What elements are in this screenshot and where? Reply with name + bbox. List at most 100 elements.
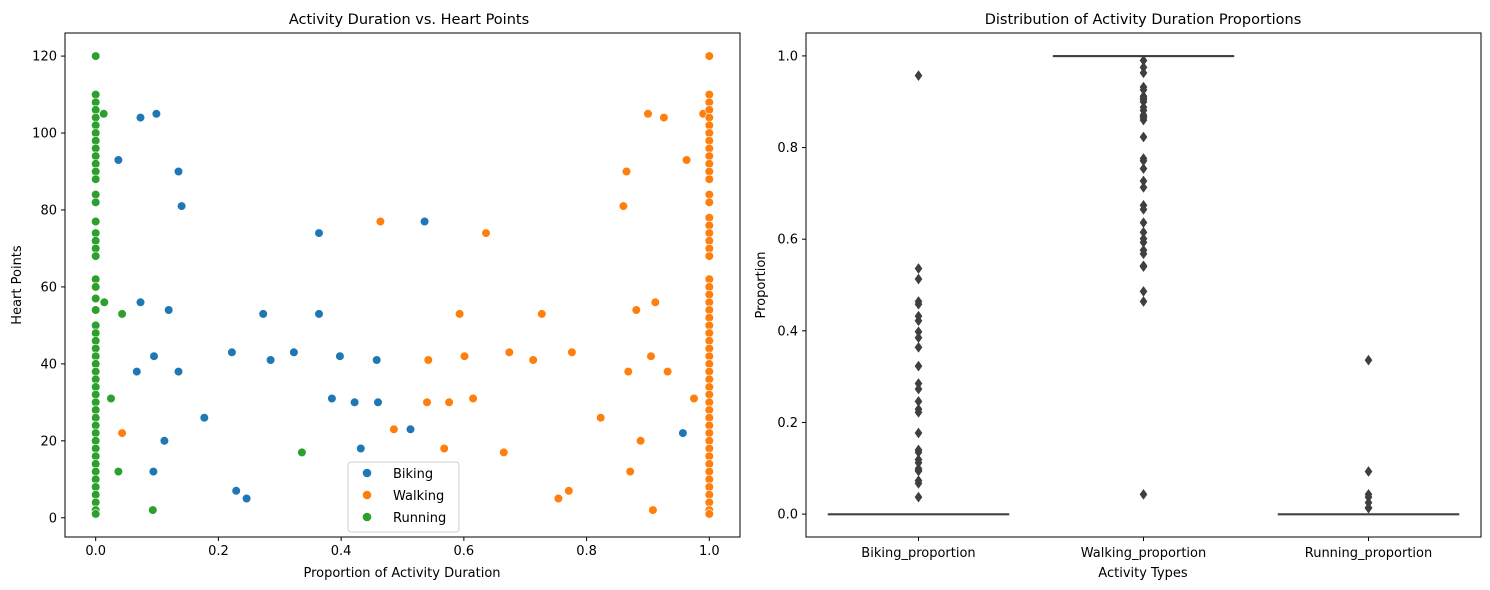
point-walking-7 bbox=[481, 228, 491, 238]
point-running-11 bbox=[91, 112, 101, 123]
point-running-40 bbox=[91, 390, 101, 400]
point-walking-78 bbox=[704, 451, 714, 461]
boxplot-panel: Distribution of Activity Duration Propor… bbox=[754, 12, 1482, 581]
point-running-35 bbox=[91, 351, 101, 361]
outlier-Biking_proportion-10 bbox=[914, 360, 923, 372]
point-running-8 bbox=[91, 89, 101, 100]
point-running-37 bbox=[91, 367, 101, 377]
outlier-Biking_proportion-9 bbox=[914, 341, 923, 353]
scatter-plot-frame bbox=[64, 32, 741, 538]
x-tick-label: 0.2 bbox=[208, 544, 229, 559]
point-running-23 bbox=[91, 228, 101, 238]
outlier-Biking_proportion-1 bbox=[914, 263, 923, 274]
point-running-18 bbox=[91, 166, 101, 177]
point-running-52 bbox=[91, 482, 101, 492]
point-running-44 bbox=[91, 420, 101, 431]
point-walking-45 bbox=[704, 166, 714, 177]
point-running-10 bbox=[91, 105, 101, 115]
outlier-Running_proportion-6 bbox=[1364, 502, 1373, 514]
point-running-31 bbox=[91, 320, 101, 331]
point-running-45 bbox=[91, 428, 101, 438]
point-biking-19 bbox=[327, 393, 337, 404]
point-walking-41 bbox=[704, 136, 714, 146]
boxplot-marks bbox=[827, 55, 1460, 516]
y-tick-label: 0.0 bbox=[777, 508, 798, 523]
point-running-34 bbox=[91, 343, 101, 354]
point-walking-47 bbox=[704, 190, 714, 200]
legend-marker-running bbox=[362, 512, 372, 522]
y-tick-label: 120 bbox=[32, 50, 57, 65]
outlier-Biking_proportion-25 bbox=[914, 477, 923, 489]
point-walking-76 bbox=[704, 436, 714, 446]
point-walking-55 bbox=[704, 274, 714, 284]
x-tick-label: 0.4 bbox=[331, 544, 352, 559]
point-walking-17 bbox=[528, 355, 538, 365]
point-walking-75 bbox=[704, 428, 714, 438]
outlier-Walking_proportion-22 bbox=[1139, 203, 1148, 215]
outlier-Walking_proportion-32 bbox=[1139, 296, 1148, 307]
point-biking-0 bbox=[113, 155, 123, 165]
point-walking-70 bbox=[704, 390, 714, 400]
point-walking-56 bbox=[704, 282, 714, 292]
point-running-19 bbox=[91, 174, 101, 184]
point-biking-22 bbox=[199, 413, 209, 423]
point-walking-77 bbox=[704, 443, 714, 454]
point-walking-18 bbox=[623, 367, 633, 377]
point-biking-5 bbox=[314, 228, 324, 238]
point-running-53 bbox=[91, 490, 101, 500]
point-running-20 bbox=[91, 190, 101, 200]
outlier-Walking_proportion-2 bbox=[1139, 67, 1148, 79]
point-walking-32 bbox=[553, 493, 564, 504]
point-walking-13 bbox=[567, 347, 577, 357]
point-walking-43 bbox=[704, 151, 714, 161]
scatter-panel: Activity Duration vs. Heart Points 0.0 0.… bbox=[10, 12, 741, 581]
point-walking-46 bbox=[704, 174, 714, 184]
legend-marker-walking bbox=[362, 490, 372, 500]
boxplot-title: Distribution of Activity Duration Propor… bbox=[985, 12, 1302, 28]
point-running-30 bbox=[91, 305, 101, 315]
legend-entry-running: Running bbox=[362, 511, 446, 526]
x-tick-label: 0.0 bbox=[85, 544, 106, 559]
point-walking-29 bbox=[499, 447, 509, 458]
point-walking-14 bbox=[459, 351, 470, 361]
point-walking-19 bbox=[662, 367, 673, 377]
point-running-32 bbox=[91, 328, 101, 338]
point-running-49 bbox=[91, 459, 101, 469]
scatter-title: Activity Duration vs. Heart Points bbox=[289, 12, 529, 28]
point-running-26 bbox=[91, 251, 101, 261]
outlier-Walking_proportion-18 bbox=[1139, 163, 1148, 175]
point-biking-9 bbox=[258, 309, 268, 319]
point-running-43 bbox=[91, 413, 101, 423]
point-walking-60 bbox=[704, 313, 714, 323]
x-tick-label: Biking_proportion bbox=[861, 546, 975, 561]
point-walking-16 bbox=[423, 355, 433, 365]
point-walking-57 bbox=[704, 290, 714, 300]
scatter-x-axis-label: Proportion of Activity Duration bbox=[303, 566, 500, 581]
point-walking-25 bbox=[389, 424, 399, 434]
x-tick-label: Running_proportion bbox=[1305, 546, 1433, 561]
point-walking-79 bbox=[704, 459, 714, 469]
outlier-Biking_proportion-0 bbox=[914, 70, 923, 82]
point-walking-4 bbox=[621, 166, 632, 177]
outlier-Biking_proportion-6 bbox=[914, 315, 923, 327]
x-tick-label: 0.8 bbox=[576, 544, 597, 559]
point-walking-80 bbox=[704, 467, 714, 477]
point-biking-1 bbox=[135, 112, 146, 123]
point-walking-67 bbox=[704, 367, 714, 377]
point-running-21 bbox=[91, 197, 101, 207]
point-biking-2 bbox=[151, 109, 161, 119]
legend-frame bbox=[347, 461, 460, 533]
point-walking-59 bbox=[704, 305, 714, 315]
outlier-Walking_proportion-30 bbox=[1139, 261, 1148, 273]
point-biking-21 bbox=[373, 397, 383, 407]
point-running-22 bbox=[91, 216, 101, 227]
point-running-46 bbox=[91, 436, 101, 446]
point-walking-84 bbox=[704, 497, 714, 508]
boxplot-x-ticks: Biking_proportion Walking_proportion Runni… bbox=[861, 537, 1432, 561]
point-running-13 bbox=[91, 128, 101, 138]
point-walking-58 bbox=[704, 297, 714, 307]
point-running-27 bbox=[91, 274, 101, 284]
x-tick-label: 0.6 bbox=[454, 544, 475, 559]
outlier-Biking_proportion-2 bbox=[914, 273, 923, 285]
